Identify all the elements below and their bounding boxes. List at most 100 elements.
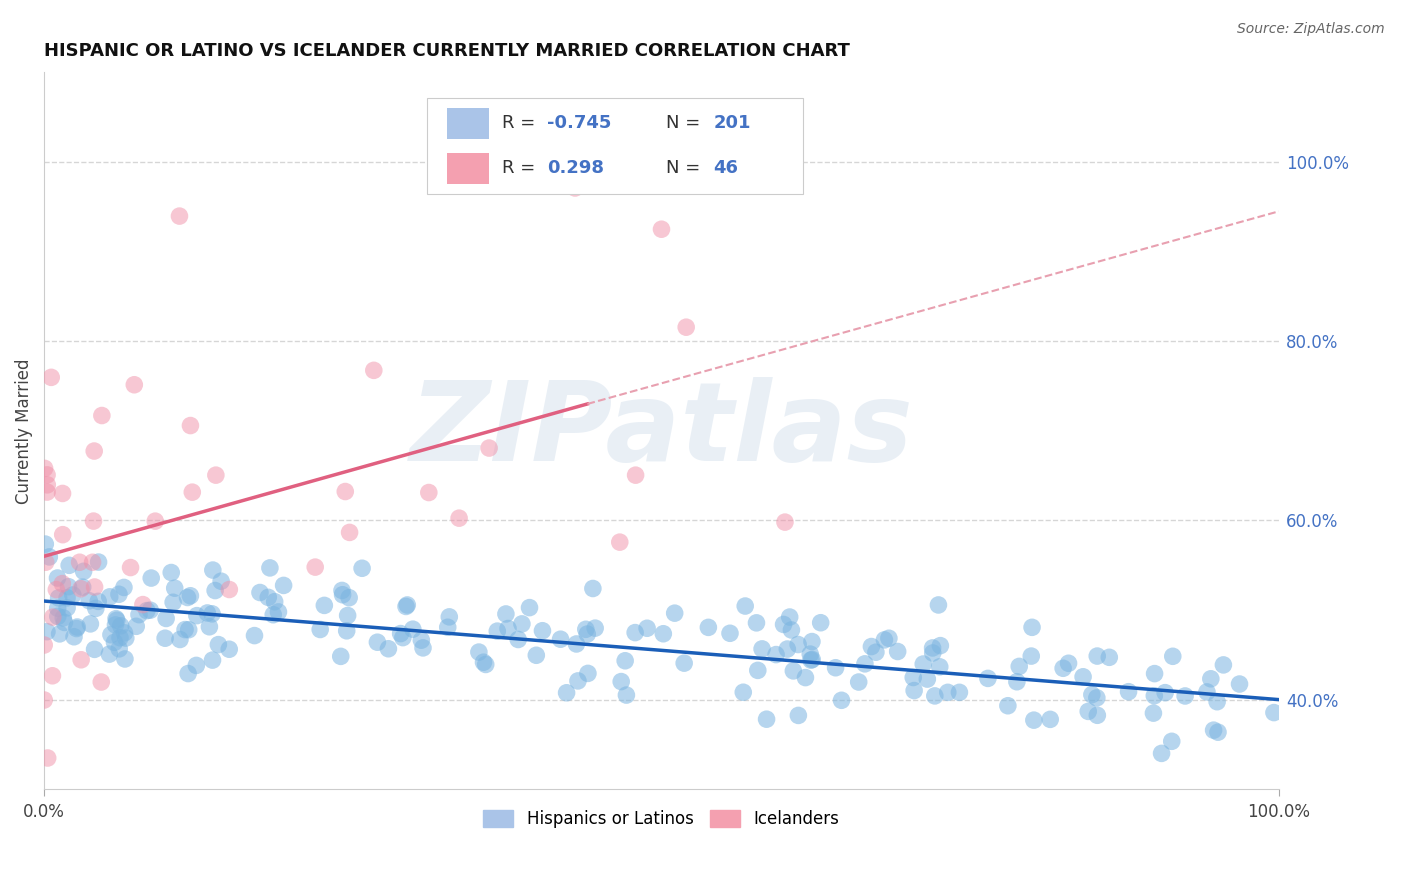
Point: [128, 607, 150, 622]
Point: [330, 583, 353, 598]
Point: [52, 527, 75, 541]
Point: [865, 645, 887, 659]
Point: [108, 641, 131, 656]
Point: [1143, 689, 1166, 703]
Point: [929, 639, 952, 653]
Point: [108, 587, 131, 601]
FancyBboxPatch shape: [427, 97, 803, 194]
Text: ZIPatlas: ZIPatlas: [409, 377, 914, 484]
Point: [105, 613, 128, 627]
Point: [1263, 706, 1285, 720]
Point: [924, 689, 946, 703]
Point: [103, 635, 125, 649]
Point: [734, 599, 756, 613]
Point: [262, 607, 284, 622]
Point: [389, 626, 412, 640]
Point: [58, 558, 80, 573]
Point: [120, 560, 142, 574]
Point: [177, 623, 200, 637]
Point: [32, 638, 55, 652]
Point: [624, 625, 647, 640]
Point: [114, 652, 136, 666]
Point: [510, 616, 533, 631]
Point: [474, 657, 496, 672]
Point: [1161, 649, 1184, 664]
Point: [576, 666, 599, 681]
Point: [329, 649, 352, 664]
Point: [395, 599, 418, 614]
Point: [496, 622, 519, 636]
Point: [478, 441, 501, 455]
Point: [1174, 689, 1197, 703]
Point: [82, 555, 104, 569]
Point: [1052, 661, 1074, 675]
Point: [636, 621, 658, 635]
Point: [132, 598, 155, 612]
Point: [1098, 650, 1121, 665]
Point: [83, 444, 105, 458]
Point: [257, 591, 280, 605]
Point: [304, 560, 326, 574]
Point: [70, 653, 93, 667]
Point: [928, 660, 950, 674]
Point: [45, 582, 67, 597]
Point: [1021, 620, 1043, 634]
Point: [46, 609, 69, 624]
Point: [201, 607, 224, 621]
Text: Source: ZipAtlas.com: Source: ZipAtlas.com: [1237, 22, 1385, 37]
Point: [1195, 685, 1218, 699]
Point: [35, 485, 58, 500]
Point: [624, 468, 647, 483]
Point: [195, 606, 218, 620]
Point: [336, 608, 359, 623]
Point: [616, 688, 638, 702]
Point: [63, 630, 86, 644]
Point: [201, 563, 224, 577]
Point: [69, 555, 91, 569]
Point: [108, 631, 131, 645]
Point: [800, 653, 823, 667]
Point: [886, 644, 908, 658]
Point: [56, 600, 79, 615]
Point: [309, 623, 332, 637]
Point: [51, 486, 73, 500]
Point: [1150, 747, 1173, 761]
Point: [439, 610, 461, 624]
Point: [205, 468, 228, 483]
Point: [609, 535, 631, 549]
Point: [1202, 723, 1225, 738]
Point: [755, 712, 778, 726]
Point: [745, 615, 768, 630]
Point: [1143, 666, 1166, 681]
Point: [576, 627, 599, 641]
Point: [41, 669, 63, 683]
Point: [87, 555, 110, 569]
Point: [58, 580, 80, 594]
Point: [412, 640, 434, 655]
Point: [139, 603, 162, 617]
Point: [1057, 657, 1080, 671]
Point: [204, 583, 226, 598]
Point: [1160, 734, 1182, 748]
Point: [787, 708, 810, 723]
Point: [780, 623, 803, 637]
Text: N =: N =: [666, 114, 706, 133]
Point: [100, 628, 122, 642]
Point: [1229, 677, 1251, 691]
Point: [46, 571, 69, 585]
Point: [418, 485, 440, 500]
Point: [772, 617, 794, 632]
Point: [1077, 705, 1099, 719]
Point: [363, 363, 385, 377]
Point: [903, 671, 925, 685]
Point: [65, 622, 87, 636]
Point: [114, 625, 136, 640]
Point: [39, 370, 62, 384]
Point: [332, 588, 354, 602]
Point: [1206, 725, 1229, 739]
Point: [72, 580, 94, 594]
Point: [650, 222, 672, 236]
Point: [524, 648, 547, 663]
Point: [84, 601, 107, 615]
Point: [273, 578, 295, 592]
